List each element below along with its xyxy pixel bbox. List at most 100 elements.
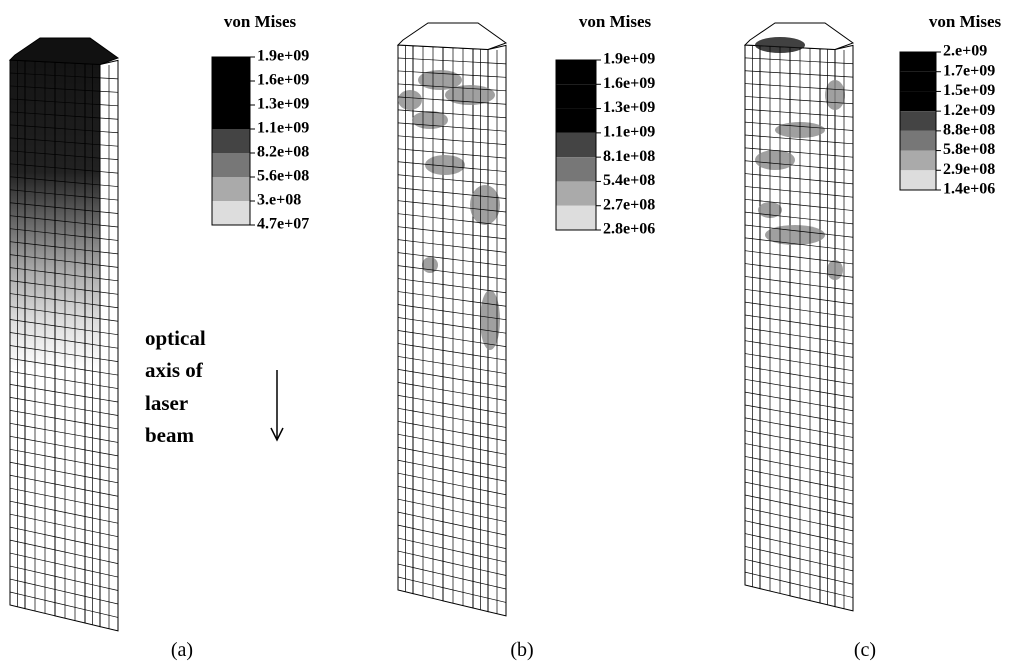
mesh-line [54,220,86,224]
legend-swatch [212,105,250,129]
mesh-line [412,554,444,562]
mesh-line [442,534,474,542]
mesh-line [24,543,56,551]
mesh-line [54,180,86,184]
mesh-line [24,373,56,379]
mesh-line [24,269,56,274]
mesh-line [789,86,821,89]
annotation-line: optical [145,326,206,350]
mesh-line [24,334,56,340]
mesh-line [412,188,444,193]
mesh-line [412,280,444,285]
mesh-line [54,417,86,424]
mesh-line [789,477,821,485]
legend-swatch [212,129,250,153]
panel-label: (c) [854,639,876,661]
mesh-line [759,575,791,584]
mesh-line [759,484,791,492]
mesh-line [759,239,791,244]
mesh-line [442,587,474,596]
legend-box [211,56,251,226]
mesh-line [789,190,821,195]
legend-swatch [556,157,596,182]
mesh-line [442,218,474,223]
legend-label: 3.e+08 [257,192,301,209]
mesh-line [24,138,56,142]
mesh-line [759,174,791,179]
legend-label: 1.4e+06 [943,181,995,198]
legend-label: 5.8e+08 [943,141,995,158]
mesh-line [789,543,821,551]
mesh-line [412,397,444,404]
mesh-line [789,295,821,300]
mesh-line [789,151,821,155]
mesh-line [54,536,86,544]
mesh-line [759,278,791,283]
mesh-line [54,206,86,211]
mesh-line [759,252,791,257]
mesh-line [442,310,474,316]
mesh-line [24,164,56,169]
mesh-line [54,285,86,291]
mesh-line [789,177,821,182]
legend-label: 1.6e+09 [603,75,655,92]
mesh-line [789,582,821,591]
mesh-line [412,528,444,536]
mesh-line [54,444,86,451]
mesh-line [789,569,821,577]
mesh-line [54,378,86,384]
mesh-line [24,412,56,419]
mesh [743,22,855,612]
mesh-line [442,402,474,409]
mesh-line [442,560,474,569]
mesh-line [442,336,474,343]
mesh-cap [396,22,508,51]
mesh-line [789,360,821,366]
mesh-line [54,88,86,91]
mesh-line [442,284,474,289]
mesh-line [412,201,444,206]
mesh-line [412,175,444,180]
mesh-line [789,464,821,472]
mesh-line [789,386,821,393]
mesh-line [789,164,821,168]
mesh-line [54,167,86,171]
mesh-line [789,347,821,353]
mesh-line [442,508,474,516]
mesh-line [442,389,474,396]
legend-label: 5.4e+08 [603,172,655,189]
mesh-line [442,323,474,329]
legend-label: 8.2e+08 [257,144,309,161]
mesh-line [442,165,474,169]
mesh-line [412,228,444,233]
mesh-line [442,574,474,582]
mesh-line [24,112,56,116]
mesh-line [412,488,444,496]
mesh-line [789,281,821,287]
arrow-head [270,427,284,442]
legend-swatch [900,150,936,171]
mesh-line [759,58,791,61]
mesh-line [759,459,791,466]
mesh-line [789,451,821,459]
mesh-line [54,510,86,517]
stress-region [827,260,843,280]
mesh-line [789,517,821,525]
mesh-line [412,162,444,167]
mesh-line [789,308,821,314]
mesh-line [54,457,86,464]
mesh-line [759,148,791,153]
mesh-line [759,342,791,348]
mesh-line [442,257,474,263]
mesh-line [789,490,821,498]
mesh-line [789,504,821,511]
mesh-line [759,471,791,479]
mesh-line [24,569,56,577]
mesh-line [412,293,444,299]
stress-region [425,155,465,175]
legend-label: 1.9e+09 [257,48,309,65]
mesh-line [412,501,444,509]
mesh-line [442,178,474,183]
mesh-line [759,523,791,531]
mesh-line [442,86,474,90]
